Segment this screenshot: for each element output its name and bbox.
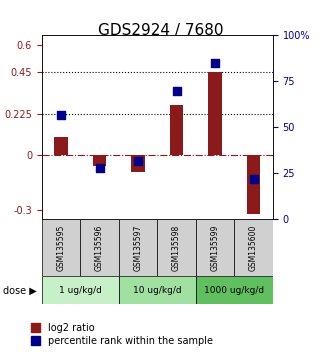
Point xyxy=(251,176,256,182)
Bar xyxy=(131,155,145,172)
Text: GSM135595: GSM135595 xyxy=(56,224,65,271)
Bar xyxy=(157,219,196,276)
Bar xyxy=(208,72,222,155)
Bar xyxy=(80,219,119,276)
Bar xyxy=(247,155,260,214)
Bar xyxy=(93,155,106,166)
Text: GSM135599: GSM135599 xyxy=(211,224,220,271)
Bar xyxy=(119,276,196,304)
Bar xyxy=(119,219,157,276)
Text: 10 ug/kg/d: 10 ug/kg/d xyxy=(133,286,182,295)
Bar xyxy=(42,276,119,304)
Bar xyxy=(42,219,80,276)
Bar xyxy=(170,105,183,155)
Legend: log2 ratio, percentile rank within the sample: log2 ratio, percentile rank within the s… xyxy=(30,323,213,346)
Text: 1 ug/kg/d: 1 ug/kg/d xyxy=(59,286,102,295)
Text: dose ▶: dose ▶ xyxy=(3,285,37,295)
Text: GSM135597: GSM135597 xyxy=(134,224,143,271)
Point xyxy=(58,112,64,118)
Point xyxy=(135,158,141,164)
Text: GDS2924 / 7680: GDS2924 / 7680 xyxy=(98,23,223,38)
Bar xyxy=(234,219,273,276)
Text: GSM135600: GSM135600 xyxy=(249,224,258,271)
Point xyxy=(213,60,218,66)
Point xyxy=(97,165,102,171)
Bar xyxy=(196,219,234,276)
Bar xyxy=(54,137,68,155)
Bar xyxy=(196,276,273,304)
Point xyxy=(174,88,179,93)
Text: GSM135598: GSM135598 xyxy=(172,225,181,271)
Text: 1000 ug/kg/d: 1000 ug/kg/d xyxy=(204,286,265,295)
Text: GSM135596: GSM135596 xyxy=(95,224,104,271)
